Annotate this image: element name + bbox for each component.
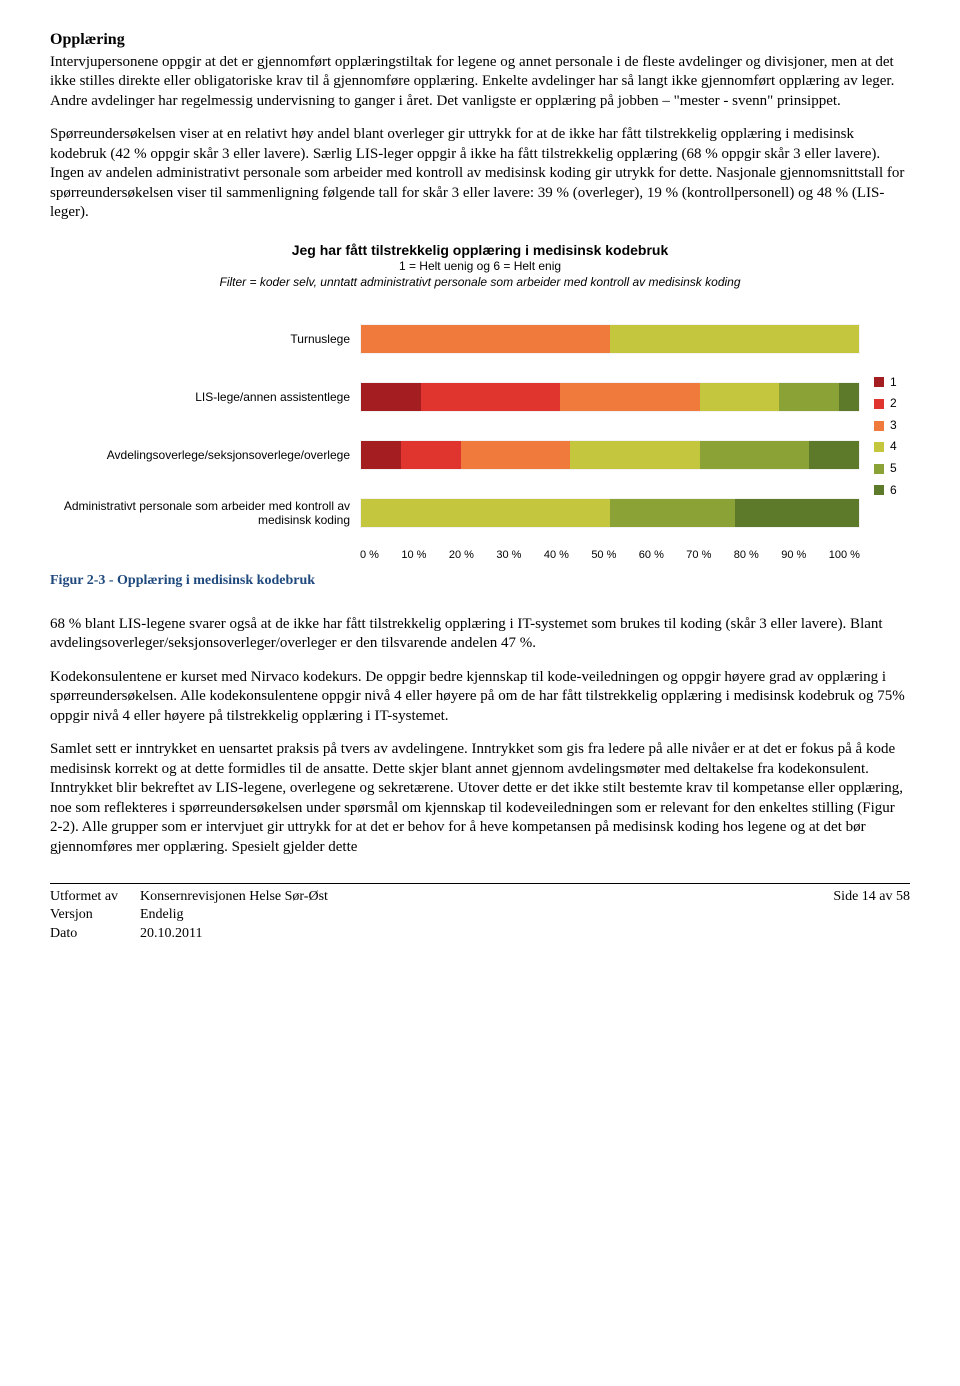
- chart-subtitle-1: 1 = Helt uenig og 6 = Helt enig: [50, 259, 910, 275]
- bar-segment: [839, 383, 859, 411]
- legend-swatch: [874, 464, 884, 474]
- chart-rows: Turnuslege LIS-lege/annen assistentlege Av…: [50, 310, 860, 562]
- bar-segment: [610, 325, 859, 353]
- footer-key: Versjon: [50, 906, 140, 924]
- footer-left: Utformet avKonsernrevisjonen Helse Sør-Ø…: [50, 888, 328, 943]
- bar-segment: [421, 383, 560, 411]
- paragraph-2: Spørreundersøkelsen viser at en relativt…: [50, 125, 910, 223]
- legend-label: 5: [890, 461, 897, 477]
- bar-row: LIS-lege/annen assistentlege: [50, 368, 860, 426]
- bar-segment: [361, 383, 421, 411]
- bar-track: [360, 498, 860, 528]
- chart-figure: Jeg har fått tilstrekkelig opplæring i m…: [50, 241, 910, 563]
- axis-tick: 90 %: [781, 548, 806, 562]
- footer-page: Side 14 av 58: [833, 888, 910, 943]
- legend-swatch: [874, 421, 884, 431]
- bar-segment: [700, 441, 810, 469]
- bar-row: Avdelingsoverlege/seksjonsoverlege/overl…: [50, 426, 860, 484]
- legend-label: 2: [890, 396, 897, 412]
- legend-swatch: [874, 485, 884, 495]
- footer-row: Dato20.10.2011: [50, 925, 328, 943]
- axis-ticks: 0 % 10 % 20 % 30 % 40 % 50 % 60 % 70 % 80 % 90 % 1…: [360, 548, 860, 562]
- footer-key: Utformet av: [50, 888, 140, 906]
- footer-row: Utformet avKonsernrevisjonen Helse Sør-Ø…: [50, 888, 328, 906]
- legend-item: 3: [874, 418, 910, 434]
- bar-segment: [401, 441, 461, 469]
- bar-segment: [610, 499, 735, 527]
- bar-segment: [361, 441, 401, 469]
- footer-value: Konsernrevisjonen Helse Sør-Øst: [140, 888, 328, 906]
- chart-title: Jeg har fått tilstrekkelig opplæring i m…: [50, 241, 910, 259]
- bar-label: Administrativt personale som arbeider me…: [50, 499, 360, 528]
- footer-row: VersjonEndelig: [50, 906, 328, 924]
- bar-row: Administrativt personale som arbeider me…: [50, 484, 860, 542]
- bar-segment: [809, 441, 859, 469]
- footer-rule: [50, 883, 910, 884]
- bar-track: [360, 382, 860, 412]
- bar-track: [360, 440, 860, 470]
- bar-segment: [461, 441, 571, 469]
- axis-tick: 70 %: [686, 548, 711, 562]
- chart-title-block: Jeg har fått tilstrekkelig opplæring i m…: [50, 241, 910, 290]
- axis-tick: 10 %: [401, 548, 426, 562]
- paragraph-5: Samlet sett er inntrykket en uensartet p…: [50, 740, 910, 857]
- paragraph-3: 68 % blant LIS-legene svarer også at de …: [50, 615, 910, 654]
- axis-tick: 100 %: [829, 548, 860, 562]
- chart-subtitle-prefix: Filter =: [219, 275, 259, 289]
- bar-segment: [779, 383, 839, 411]
- paragraph-4: Kodekonsulentene er kurset med Nirvaco k…: [50, 668, 910, 727]
- bar-row: Turnuslege: [50, 310, 860, 368]
- legend-item: 5: [874, 461, 910, 477]
- axis-tick: 50 %: [591, 548, 616, 562]
- bar-label: Turnuslege: [50, 332, 360, 346]
- legend-swatch: [874, 399, 884, 409]
- legend-item: 6: [874, 483, 910, 499]
- axis-tick: 60 %: [639, 548, 664, 562]
- legend-item: 4: [874, 439, 910, 455]
- axis-tick: 20 %: [449, 548, 474, 562]
- figure-caption: Figur 2-3 - Opplæring i medisinsk kodebr…: [50, 572, 910, 590]
- chart-body: Turnuslege LIS-lege/annen assistentlege Av…: [50, 310, 910, 562]
- legend-item: 1: [874, 375, 910, 391]
- chart-legend: 1 2 3 4 5 6: [860, 310, 910, 562]
- bar-segment: [361, 499, 610, 527]
- section-heading: Opplæring: [50, 30, 910, 51]
- legend-swatch: [874, 377, 884, 387]
- axis-tick: 30 %: [496, 548, 521, 562]
- axis-row: 0 % 10 % 20 % 30 % 40 % 50 % 60 % 70 % 80 % 90 % 1…: [50, 548, 860, 562]
- legend-label: 3: [890, 418, 897, 434]
- legend-swatch: [874, 442, 884, 452]
- footer-value: Endelig: [140, 906, 184, 924]
- legend-label: 1: [890, 375, 897, 391]
- bar-segment: [735, 499, 860, 527]
- axis-tick: 0 %: [360, 548, 379, 562]
- bar-segment: [560, 383, 699, 411]
- axis-tick: 40 %: [544, 548, 569, 562]
- bar-segment: [700, 383, 780, 411]
- bar-segment: [361, 325, 610, 353]
- bar-label: LIS-lege/annen assistentlege: [50, 390, 360, 404]
- bar-segment: [570, 441, 699, 469]
- footer-value: 20.10.2011: [140, 925, 202, 943]
- chart-subtitle-rest: koder selv, unntatt administrativt perso…: [260, 275, 741, 289]
- paragraph-1: Intervjupersonene oppgir at det er gjenn…: [50, 53, 910, 112]
- page-footer: Utformet avKonsernrevisjonen Helse Sør-Ø…: [50, 888, 910, 943]
- legend-item: 2: [874, 396, 910, 412]
- axis-tick: 80 %: [734, 548, 759, 562]
- legend-label: 6: [890, 483, 897, 499]
- chart-subtitle-2: Filter = koder selv, unntatt administrat…: [50, 275, 910, 291]
- footer-key: Dato: [50, 925, 140, 943]
- legend-label: 4: [890, 439, 897, 455]
- bar-label: Avdelingsoverlege/seksjonsoverlege/overl…: [50, 448, 360, 462]
- bar-track: [360, 324, 860, 354]
